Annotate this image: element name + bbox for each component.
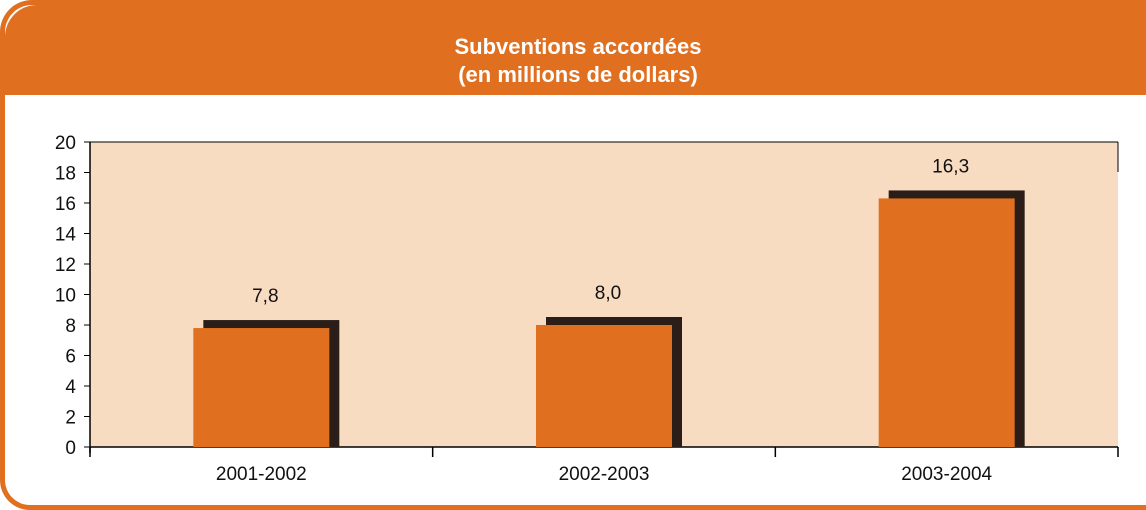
bar-value-label: 8,0 [595,283,621,304]
y-tick-label: 14 [55,225,77,246]
y-tick-label: 18 [55,164,76,185]
y-tick-label: 10 [55,286,76,307]
y-tick-label: 20 [55,133,76,154]
x-category-label: 2001-2002 [216,464,307,485]
y-tick-label: 6 [65,347,76,368]
x-category-label: 2002-2003 [559,464,650,485]
y-tick-label: 2 [65,408,76,429]
y-tick-label: 8 [65,316,76,337]
bars-group: 7,8 8,0 16,3 [193,156,1025,448]
x-category-label: 2003-2004 [901,464,992,485]
y-tick-label: 0 [65,438,76,459]
bar [878,198,1015,447]
chart-subtitle: (en millions de dollars) [458,62,698,87]
bar [536,325,672,447]
bar-value-label: 16,3 [932,156,969,177]
y-axis: 0 2 4 6 8 10 12 14 16 18 20 [55,133,1119,459]
chart-header: Subventions accordées (en millions de do… [5,5,1146,95]
y-tick-label: 16 [55,194,76,215]
x-axis: 2001-2002 2002-2003 2003-2004 [89,446,1119,485]
y-tick-label: 4 [65,377,76,398]
y-tick-label: 12 [55,255,76,276]
bar [193,328,330,447]
chart-title: Subventions accordées [454,34,702,59]
bar-value-label: 7,8 [252,286,278,307]
